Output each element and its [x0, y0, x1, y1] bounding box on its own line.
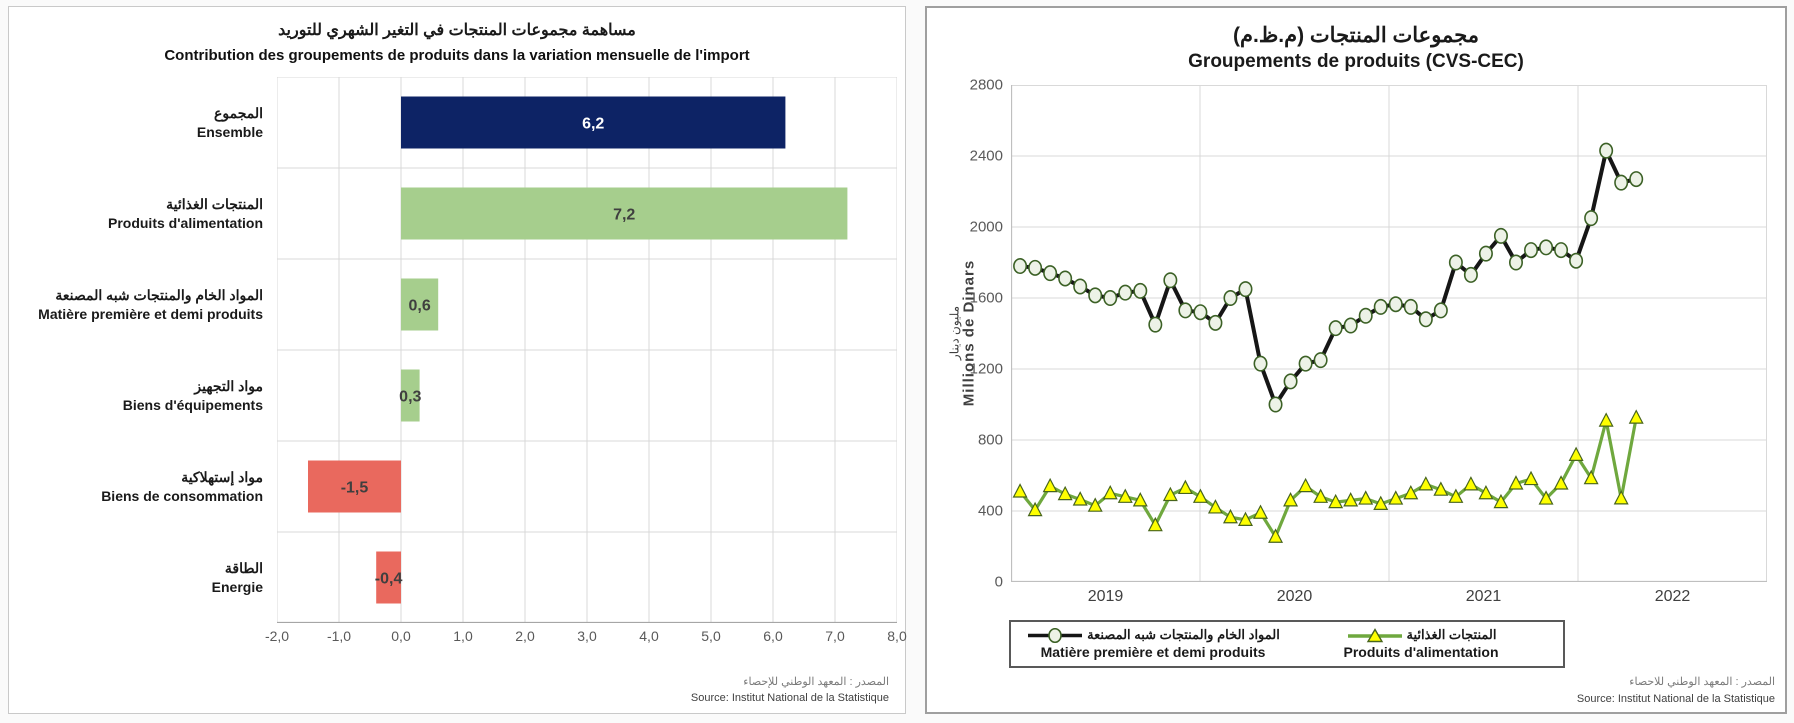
legend-line-circle-icon: [1028, 627, 1083, 643]
svg-text:0,3: 0,3: [399, 389, 421, 406]
category-label-french: Ensemble: [196, 124, 263, 140]
x-tick-label: 3,0: [577, 628, 597, 644]
source-arabic: المصدر : المعهد الوطني للاحصاء: [1629, 676, 1775, 688]
right-chart-title-french: Groupements de produits (CVS-CEC): [1188, 51, 1524, 72]
legend-line-triangle-icon: [1347, 627, 1402, 642]
category-label-arabic: المجموع: [214, 105, 263, 121]
category-label-arabic: المنتجات الغذائية: [166, 196, 263, 212]
legend-label-french: Matière première et demi produits: [1040, 644, 1266, 660]
x-tick-label: 1,0: [453, 628, 473, 644]
category-label-equipements: مواد التجهيز Biens d'équipements: [9, 350, 277, 441]
x-axis-year-labels: 2019 2020 2021 2022: [1011, 582, 1767, 610]
category-label-french: Matière première et demi produits: [38, 306, 263, 322]
category-label-alimentation: المنتجات الغذائية Produits d'alimentatio…: [9, 168, 277, 259]
x-tick-label: 2,0: [515, 628, 535, 644]
y-tick-label: 2800: [969, 76, 1003, 94]
left-chart-title-arabic: مساهمة مجموعات المنتجات في التغير الشهري…: [278, 22, 636, 39]
year-tick-label: 2020: [1276, 588, 1313, 605]
left-source-note: المصدر : المعهد الوطني للإحصاء Source: I…: [691, 675, 889, 707]
year-tick-label: 2019: [1087, 588, 1124, 605]
source-arabic: المصدر : المعهد الوطني للإحصاء: [743, 676, 889, 689]
y-tick-label: 1200: [969, 360, 1003, 378]
category-label-french: Produits d'alimentation: [107, 215, 263, 231]
y-tick-label: 2400: [969, 147, 1003, 165]
x-tick-label: 6,0: [763, 628, 783, 644]
category-label-consommation: مواد إستهلاكية Biens de consommation: [9, 441, 277, 532]
x-tick-label: 8,0: [887, 628, 907, 644]
svg-text:0,6: 0,6: [408, 298, 430, 315]
category-label-matiere-premiere: المواد الخام والمنتجات شبه المصنعة Matiè…: [9, 259, 277, 350]
category-label-arabic: مواد إستهلاكية: [181, 469, 263, 485]
groupements-line-chart-panel: مجموعات المنتجات (م.ظ.م) Groupements de …: [925, 6, 1787, 714]
bar-plot-area: 6,2 7,2 0,6 0,3 -1,5 -0,4: [276, 76, 898, 624]
y-tick-label: 400: [977, 502, 1003, 520]
right-source-note: المصدر : المعهد الوطني للاحصاء Source: I…: [1577, 674, 1775, 707]
svg-text:7,2: 7,2: [613, 207, 635, 224]
left-chart-title-french: Contribution des groupements de produits…: [164, 47, 750, 64]
legend-label-french: Produits d'alimentation: [1343, 644, 1499, 660]
category-label-french: Biens d'équipements: [122, 397, 263, 413]
x-tick-label: 7,0: [825, 628, 845, 644]
category-axis-labels: المجموع Ensemble المنتجات الغذائية Produ…: [9, 77, 277, 623]
category-label-arabic: مواد التجهيز: [194, 378, 263, 394]
y-tick-label: 2000: [969, 218, 1003, 236]
category-label-french: Biens de consommation: [101, 488, 263, 504]
bar-plot-svg: 6,2 7,2 0,6 0,3 -1,5 -0,4: [276, 76, 898, 624]
legend-label-arabic: المنتجات الغذائية: [1406, 627, 1497, 642]
x-tick-label: -1,0: [326, 628, 352, 644]
legend-entry-matiere-premiere: المواد الخام والمنتجات شبه المصنعة Matiè…: [1019, 627, 1287, 660]
x-tick-label: 5,0: [701, 628, 721, 644]
category-label-french: Energie: [211, 579, 263, 595]
bar-x-axis-ticks: -2,0 -1,0 0,0 1,0 2,0 3,0 4,0 5,0 6,0 7,0 8,0: [265, 623, 907, 649]
svg-text:6,2: 6,2: [582, 116, 604, 133]
y-tick-label: 0: [994, 573, 1003, 591]
y-axis-ticks: 0 400 800 1200 1600 2000 2400 2800: [963, 77, 1003, 591]
category-label-arabic: الطاقة: [224, 560, 263, 576]
right-chart-title-arabic: مجموعات المنتجات (م.ظ.م): [1232, 24, 1479, 47]
x-tick-label: 4,0: [639, 628, 659, 644]
category-label-ensemble: المجموع Ensemble: [9, 77, 277, 168]
category-label-arabic: المواد الخام والمنتجات شبه المصنعة: [55, 287, 263, 303]
line-plot-svg: [1010, 84, 1767, 583]
legend: المواد الخام والمنتجات شبه المصنعة Matiè…: [1009, 620, 1565, 668]
source-french: Source: Institut National de la Statisti…: [690, 692, 889, 705]
legend-label-arabic: المواد الخام والمنتجات شبه المصنعة: [1087, 627, 1280, 642]
svg-text:-1,5: -1,5: [341, 480, 369, 497]
svg-text:-0,4: -0,4: [375, 571, 403, 588]
y-tick-label: 1600: [969, 289, 1003, 307]
year-tick-label: 2021: [1465, 588, 1502, 605]
legend-entry-alimentation: المنتجات الغذائية Produits d'alimentatio…: [1287, 627, 1555, 660]
category-label-energie: الطاقة Energie: [9, 532, 277, 623]
import-contribution-chart-panel: مساهمة مجموعات المنتجات في التغير الشهري…: [8, 6, 907, 714]
y-tick-label: 800: [977, 431, 1003, 449]
bar-chart-area: المجموع Ensemble المنتجات الغذائية Produ…: [9, 76, 905, 624]
line-plot-area: مليون دينار Millions de Dinars 0 400 800 12…: [948, 77, 1767, 605]
year-tick-label: 2022: [1654, 588, 1691, 605]
x-tick-label: 0,0: [391, 628, 411, 644]
x-tick-label: -2,0: [264, 628, 290, 644]
source-french: Source: Institut National de la Statisti…: [1576, 692, 1775, 705]
